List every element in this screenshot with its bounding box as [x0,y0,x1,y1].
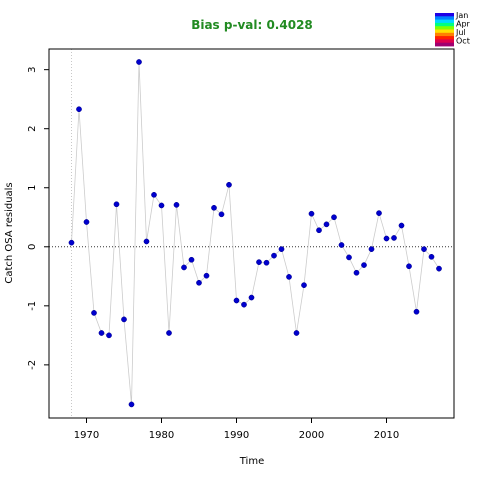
data-point [121,316,127,323]
data-point [151,191,157,198]
data-point [323,221,330,228]
data-point [353,269,360,276]
y-tick-label: -1 [27,301,38,311]
x-tick-label: 2000 [299,430,324,441]
data-point [218,211,225,218]
x-tick-label: 1970 [74,430,99,441]
y-tick-label: 2 [27,126,38,132]
legend-color-band [435,36,454,40]
data-point [128,401,135,408]
y-axis-label: Catch OSA residuals [4,182,15,283]
y-tick-label: 1 [27,185,38,191]
legend-label: Oct [456,37,470,46]
x-axis: 1970 1980 1990 2000 2010 [74,418,399,441]
legend-color-band [435,16,454,20]
legend-color-band [435,13,454,17]
y-axis: -2 -1 0 1 2 3 [27,66,49,370]
legend-color-band [435,26,454,30]
data-point [436,265,442,272]
x-axis-label: Time [239,456,264,467]
data-point [166,330,172,336]
data-point [188,256,195,263]
data-point [331,214,337,221]
data-points [68,59,442,408]
data-point [256,259,262,265]
data-point [346,254,352,261]
legend-color-band [435,22,454,27]
y-tick-label: 3 [27,66,38,72]
data-point [68,239,75,246]
plot-frame [48,48,455,419]
data-point [233,297,240,304]
data-point [361,262,367,268]
series-connecting-line [71,61,440,405]
y-tick-label: -2 [27,360,38,370]
data-point [241,301,247,308]
data-point [413,308,420,315]
x-tick-label: 2010 [374,430,399,441]
data-point [301,282,307,289]
data-point [428,253,435,260]
series-line [71,61,440,405]
data-point [143,238,150,245]
x-tick-label: 1980 [149,430,174,441]
data-point [271,252,277,259]
legend-color-band [435,19,454,24]
data-point [406,263,412,270]
data-point [76,106,82,113]
chart-title: Bias p-val: 0.4028 [191,18,313,32]
data-point [286,274,292,280]
data-point [136,59,142,65]
data-point [203,272,210,279]
x-tick-label: 1990 [224,430,249,441]
data-point [83,219,90,225]
data-point [338,242,345,248]
data-point [421,246,427,252]
data-point [383,235,390,242]
data-point [211,204,217,211]
legend-label: Jan [455,11,468,20]
data-point [106,332,112,339]
data-point [398,222,405,229]
legend-label: Apr [456,20,471,29]
legend-color-band [435,42,454,47]
legend-color-band [435,39,454,44]
data-point [293,330,300,336]
data-point [226,181,232,188]
data-point [391,235,397,241]
data-point [91,310,97,316]
data-point [196,279,202,286]
data-point [113,201,120,208]
legend-label: Jul [455,28,466,37]
data-point [158,202,165,209]
data-point [248,294,255,301]
data-point [98,330,105,336]
data-point [173,202,180,208]
data-point [316,227,322,234]
data-point [278,246,285,252]
data-point [263,259,270,266]
data-point [181,264,187,271]
data-point [376,210,382,216]
legend-color-band [435,29,454,34]
y-tick-label: 0 [27,244,38,250]
data-point [308,210,315,217]
legend-color-band [435,32,454,37]
data-point [368,246,375,252]
plot-reference-lines [49,49,454,418]
